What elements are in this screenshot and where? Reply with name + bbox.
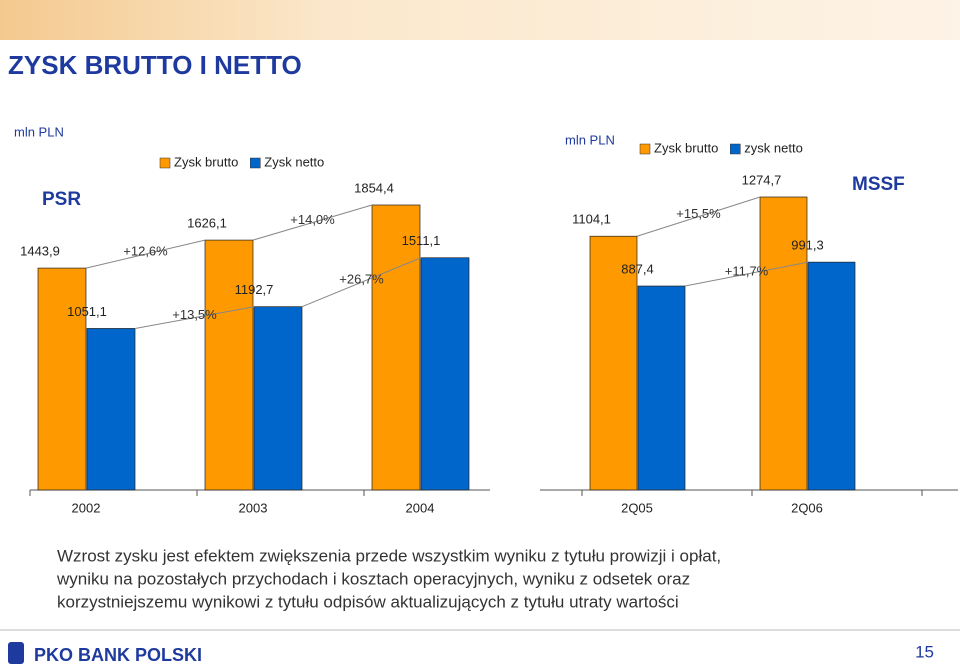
legend-label: zysk netto: [744, 140, 803, 155]
growth-label: +13,5%: [172, 307, 217, 322]
growth-line: [252, 204, 373, 241]
growth-line: [636, 196, 761, 237]
logo-icon: [8, 642, 24, 664]
page-number: 15: [915, 642, 934, 661]
header-banner: [0, 0, 960, 40]
x-tick-label: 2Q05: [621, 500, 653, 515]
bar: [371, 204, 421, 491]
unit-label: mln PLN: [565, 132, 615, 147]
body-line: korzystniejszemu wynikowi z tytułu odpis…: [57, 592, 679, 611]
legend-swatch: [730, 143, 741, 155]
value-label: 991,3: [791, 238, 824, 253]
value-label: 1051,1: [67, 304, 107, 319]
value-label: 887,4: [621, 261, 654, 276]
growth-label: +15,5%: [676, 206, 721, 221]
legend-swatch: [159, 157, 171, 169]
x-tick-label: 2004: [406, 500, 435, 515]
bar: [37, 267, 87, 491]
bar: [420, 257, 470, 491]
value-label: 1274,7: [742, 172, 782, 187]
legend-swatch: [639, 143, 651, 155]
badge: MSSF: [852, 174, 905, 195]
growth-label: +12,6%: [123, 244, 168, 259]
legend-label: Zysk brutto: [174, 154, 238, 169]
growth-label: +14,0%: [290, 212, 335, 227]
x-tick-label: 2Q06: [791, 500, 823, 515]
value-label: 1626,1: [187, 216, 227, 231]
growth-line: [134, 306, 255, 329]
value-label: 1104,1: [572, 212, 611, 227]
bar: [807, 261, 856, 491]
value-label: 1192,7: [235, 282, 274, 297]
bar: [204, 239, 254, 491]
bar: [86, 328, 136, 491]
brand: PKO BANK POLSKI: [34, 645, 202, 665]
bar: [253, 306, 303, 491]
bar: [589, 235, 638, 491]
growth-label: +11,7%: [725, 264, 769, 279]
value-label: 1443,9: [20, 244, 60, 259]
legend-label: Zysk netto: [264, 154, 324, 169]
value-label: 1511,1: [402, 233, 441, 248]
legend-swatch: [250, 157, 261, 169]
unit-label: mln PLN: [14, 124, 64, 139]
body-line: Wzrost zysku jest efektem zwiększenia pr…: [57, 546, 721, 565]
growth-line: [301, 257, 422, 308]
slide-title: ZYSK BRUTTO I NETTO: [8, 50, 302, 80]
badge: PSR: [42, 189, 81, 210]
bar: [759, 196, 808, 491]
growth-line: [85, 239, 206, 269]
body-line: wyniku na pozostałych przychodach i kosz…: [56, 569, 690, 588]
growth-line: [684, 261, 809, 287]
growth-label: +26,7%: [339, 272, 384, 287]
value-label: 1854,4: [354, 180, 394, 195]
x-tick-label: 2002: [72, 500, 101, 515]
bar: [637, 285, 686, 491]
legend-label: Zysk brutto: [654, 140, 718, 155]
x-tick-label: 2003: [239, 500, 268, 515]
